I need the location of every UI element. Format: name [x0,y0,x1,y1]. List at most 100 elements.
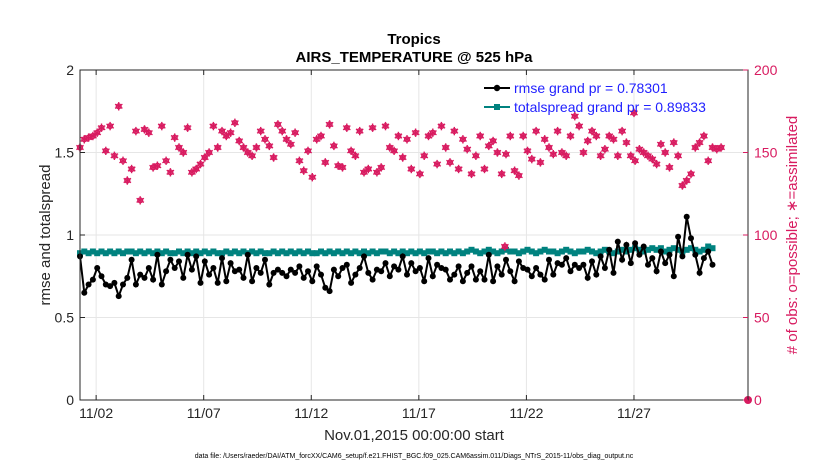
obs-count-point [536,158,545,167]
obs-count-point [493,148,502,157]
obs-possible-circle [206,149,213,156]
rmse-point [533,265,540,271]
obs-possible-circle [584,137,591,145]
obs-count-point [433,159,442,169]
totalspread-point [455,248,462,255]
totalspread-point [619,246,626,253]
rmse-point [528,273,535,280]
obs-possible-circle [644,152,652,159]
obs-possible-circle [662,149,669,156]
totalspread-point [515,250,522,257]
rmse-point [365,269,372,276]
x-tick-label: 11/02 [79,405,113,421]
obs-count-point [364,164,373,174]
totalspread-point [593,250,600,257]
totalspread-point [632,245,639,252]
totalspread-point [520,248,527,255]
obs-possible-circle [210,122,217,130]
totalspread-point [279,248,286,255]
obs-possible-circle [515,172,523,179]
obs-possible-circle [593,132,600,140]
totalspread-point [541,246,548,253]
obs-count-point [424,131,433,141]
rmse-point [343,261,350,268]
totalspread-point [111,250,118,257]
totalspread-point [313,250,320,257]
rmse-point [184,251,191,258]
legend-rmse-label: rmse grand pr = 0.78301 [514,80,668,96]
obs-count-point [200,153,209,162]
obs-possible-circle [227,129,234,136]
totalspread-point [296,248,303,255]
rmse-point [150,276,157,283]
rmse-point [378,268,385,275]
obs-count-point [136,196,145,205]
obs-possible-circle [270,154,277,161]
obs-possible-circle [550,151,557,158]
obs-possible-circle [631,157,639,164]
totalspread-point [464,248,471,255]
obs-count-point [304,146,313,155]
obs-count-point [196,159,205,169]
rmse-point [593,271,600,278]
totalspread-point [369,248,376,255]
totalspread-point [404,250,410,257]
totalspread-point [214,250,221,257]
rmse-point [524,266,531,273]
rmse-point [193,253,200,260]
obs-possible-circle [545,144,553,151]
obs-possible-circle [249,152,256,159]
rmse-point [416,265,423,271]
obs-possible-circle [98,124,105,131]
x-tick-label: 11/27 [617,405,651,421]
totalspread-point [184,248,191,255]
rmse-point [571,261,578,268]
rmse-point [421,278,428,285]
rmse-point [98,273,105,280]
obs-count-point [682,176,691,185]
obs-possible-circle [717,144,725,151]
y2-tick-label: 50 [754,310,770,326]
obs-possible-circle [588,128,596,135]
rmse-point [472,276,479,283]
obs-possible-circle [563,152,570,159]
obs-count-point [609,135,618,144]
obs-possible-circle [696,139,703,146]
totalspread-point [657,245,664,252]
rmse-point [404,271,410,278]
totalspread-point [494,250,501,257]
obs-count-point [549,150,558,159]
obs-possible-circle [369,124,376,131]
obs-possible-circle [501,243,509,250]
obs-possible-circle [511,167,518,174]
totalspread-point [85,250,92,257]
totalspread-point [292,250,299,257]
totalspread-point [356,250,363,257]
obs-count-point [226,128,235,137]
obs-possible-circle [408,165,415,173]
rmse-point [85,281,92,288]
totalspread-point [662,248,669,255]
totalspread-point [498,248,505,255]
obs-possible-circle [614,152,621,159]
totalspread-point [145,248,152,255]
totalspread-point [257,248,264,255]
totalspread-point [378,248,385,255]
rmse-point [541,276,548,283]
obs-count-point [183,123,192,132]
totalspread-point [343,248,350,255]
rmse-point [244,251,251,258]
obs-count-point [484,141,493,151]
obs-possible-circle [309,174,316,181]
totalspread-point [610,250,617,257]
totalspread-point [193,248,200,255]
rmse-point [253,265,260,271]
obs-count-point [385,143,394,152]
totalspread-point [163,248,170,255]
totalspread-point [563,246,570,253]
obs-possible-circle [687,170,695,178]
totalspread-point [511,248,518,255]
totalspread-point [249,248,256,255]
rmse-point [167,256,174,263]
obs-count-point [123,176,132,185]
